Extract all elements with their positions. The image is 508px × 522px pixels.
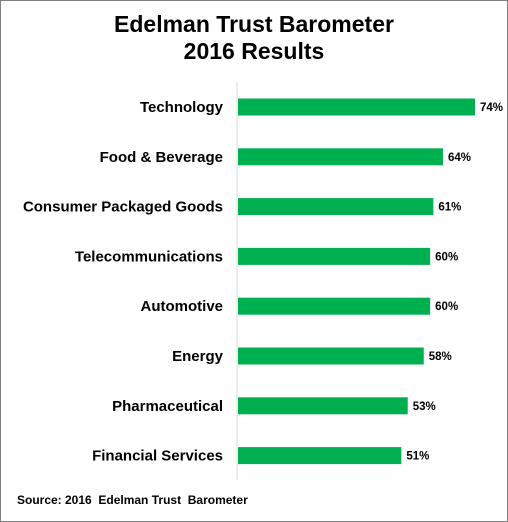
category-label: Food & Beverage: [100, 149, 223, 166]
bar: [238, 247, 431, 265]
bar: [238, 198, 434, 216]
value-label: 64%: [448, 152, 471, 164]
source-note: Source: 2016 Edelman Trust Barometer: [17, 493, 248, 507]
value-label: 58%: [429, 351, 452, 363]
value-label: 61%: [438, 202, 461, 214]
category-label: Energy: [172, 348, 224, 365]
bar: [238, 397, 408, 415]
chart-title-line-1: Edelman Trust Barometer: [114, 11, 394, 37]
bar: [238, 148, 443, 166]
value-label: 53%: [413, 401, 436, 413]
bar: [238, 347, 424, 365]
category-label: Consumer Packaged Goods: [23, 199, 223, 216]
category-label: Automotive: [141, 298, 224, 315]
chart-title-line-2: 2016 Results: [183, 38, 325, 64]
category-label: Pharmaceutical: [112, 398, 223, 415]
value-label: 74%: [480, 102, 503, 114]
category-label: Telecommunications: [75, 248, 223, 265]
bar: [238, 98, 475, 116]
value-label: 51%: [406, 451, 429, 463]
bar: [238, 447, 402, 465]
bar: [238, 297, 431, 315]
value-label: 60%: [435, 251, 458, 263]
category-label: Financial Services: [92, 448, 223, 465]
category-label: Technology: [140, 99, 224, 116]
value-label: 60%: [435, 301, 458, 313]
chart-title: Edelman Trust Barometer 2016 Results: [1, 11, 507, 65]
